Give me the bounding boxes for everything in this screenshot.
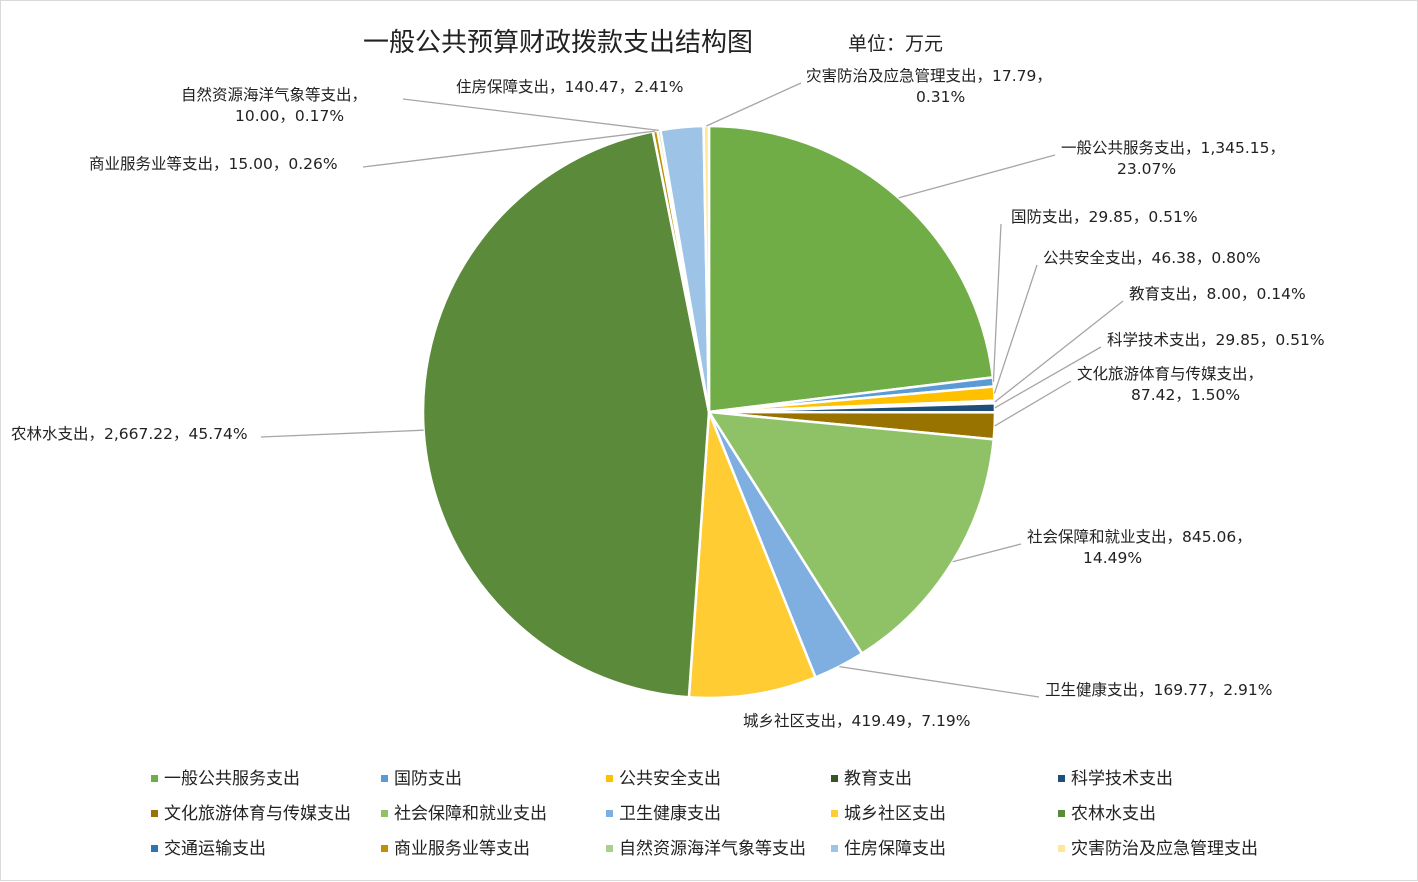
chart-title: 一般公共预算财政拨款支出结构图 bbox=[363, 28, 753, 58]
legend-label-3: 公共安全支出 bbox=[619, 769, 721, 789]
chart-unit: 单位：万元 bbox=[848, 33, 943, 55]
leader-line-6 bbox=[994, 380, 1072, 427]
leader-line-7 bbox=[952, 543, 1022, 563]
leader-line-15 bbox=[706, 82, 802, 127]
data-label-3: 公共安全支出，46.38，0.80% bbox=[1043, 249, 1261, 267]
data-label-6: 文化旅游体育与传媒支出， 87.42，1.50% bbox=[1077, 365, 1263, 404]
data-label-5: 科学技术支出，29.85，0.51% bbox=[1107, 331, 1325, 349]
leader-line-5 bbox=[994, 346, 1102, 409]
legend-label-14: 住房保障支出 bbox=[844, 839, 946, 859]
leader-line-10 bbox=[260, 429, 424, 438]
data-label-8: 卫生健康支出，169.77，2.91% bbox=[1045, 681, 1272, 699]
legend-swatch-8 bbox=[606, 810, 613, 817]
legend-swatch-7 bbox=[381, 810, 388, 817]
legend-swatch-4 bbox=[831, 775, 838, 782]
leader-line-8 bbox=[839, 665, 1040, 698]
legend-swatch-14 bbox=[831, 845, 838, 852]
data-label-7: 社会保障和就业支出，845.06， 14.49% bbox=[1027, 528, 1252, 567]
leader-line-4 bbox=[994, 300, 1124, 403]
slice-15 bbox=[702, 124, 711, 413]
data-label-4: 教育支出，8.00，0.14% bbox=[1129, 285, 1306, 303]
data-label-12: 商业服务业等支出，15.00，0.26% bbox=[89, 155, 338, 173]
legend-label-2: 国防支出 bbox=[394, 769, 462, 789]
legend-swatch-3 bbox=[606, 775, 613, 782]
legend-label-11: 交通运输支出 bbox=[164, 839, 266, 859]
slice-7 bbox=[706, 410, 996, 656]
legend-label-13: 自然资源海洋气象等支出 bbox=[619, 839, 806, 859]
legend-label-9: 城乡社区支出 bbox=[844, 804, 946, 824]
legend-label-10: 农林水支出 bbox=[1071, 804, 1156, 824]
legend-label-12: 商业服务业等支出 bbox=[394, 839, 530, 859]
legend-swatch-1 bbox=[151, 775, 158, 782]
leader-line-2 bbox=[992, 223, 1002, 382]
data-label-10: 农林水支出，2,667.22，45.74% bbox=[11, 425, 248, 443]
legend-label-7: 社会保障和就业支出 bbox=[394, 804, 547, 824]
leader-lines bbox=[260, 82, 1124, 698]
leader-line-3 bbox=[993, 264, 1038, 394]
data-labels: 一般公共服务支出，1,345.15， 23.07% 国防支出，29.85，0.51%… bbox=[11, 66, 1325, 730]
legend-swatch-6 bbox=[151, 810, 158, 817]
data-label-2: 国防支出，29.85，0.51% bbox=[1011, 208, 1198, 226]
data-label-15: 灾害防治及应急管理支出，17.79， 0.31% bbox=[806, 66, 1052, 106]
legend-swatch-2 bbox=[381, 775, 388, 782]
legend-swatch-11 bbox=[151, 845, 158, 852]
legend-label-6: 文化旅游体育与传媒支出 bbox=[164, 804, 351, 824]
data-label-14: 住房保障支出，140.47，2.41% bbox=[456, 78, 683, 96]
slice-9 bbox=[687, 411, 818, 700]
pie-slices bbox=[421, 124, 997, 700]
legend-swatch-15 bbox=[1058, 845, 1065, 852]
legend-swatch-5 bbox=[1058, 775, 1065, 782]
leader-line-1 bbox=[898, 154, 1056, 199]
legend-label-15: 灾害防治及应急管理支出 bbox=[1071, 839, 1258, 859]
legend-swatch-10 bbox=[1058, 810, 1065, 817]
legend-label-5: 科学技术支出 bbox=[1071, 769, 1173, 789]
data-label-1: 一般公共服务支出，1,345.15， 23.07% bbox=[1061, 139, 1285, 178]
legend-swatch-13 bbox=[606, 845, 613, 852]
legend-swatch-9 bbox=[831, 810, 838, 817]
slice-10 bbox=[421, 130, 711, 699]
legend-label-8: 卫生健康支出 bbox=[619, 804, 721, 824]
leader-line-13 bbox=[402, 98, 659, 132]
legend-swatch-12 bbox=[381, 845, 388, 852]
slice-1 bbox=[707, 124, 995, 414]
data-label-9: 城乡社区支出，419.49，7.19% bbox=[743, 712, 970, 730]
data-label-13: 自然资源海洋气象等支出， 10.00，0.17% bbox=[181, 86, 367, 125]
legend-label-4: 教育支出 bbox=[844, 769, 912, 789]
leader-line-12 bbox=[362, 130, 656, 168]
legend-label-1: 一般公共服务支出 bbox=[164, 769, 300, 789]
